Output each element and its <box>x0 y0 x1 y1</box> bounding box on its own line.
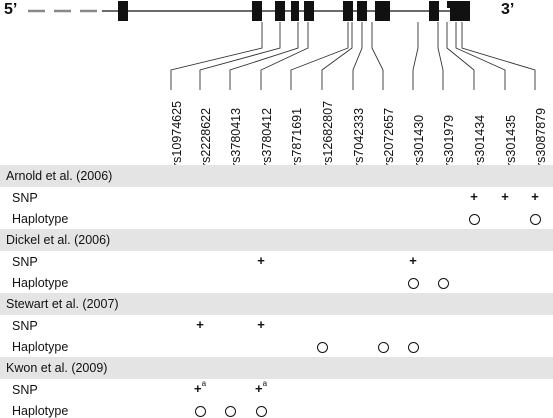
study-title: Arnold et al. (2006) <box>6 169 113 183</box>
haplotype-circle-mark <box>469 214 480 225</box>
snp-label: rs10974625 <box>170 100 184 167</box>
row-type-label: SNP <box>12 255 38 269</box>
association-plus-mark: + <box>501 189 509 204</box>
study-title: Stewart et al. (2007) <box>6 297 119 311</box>
haplotype-circle-mark <box>408 278 419 289</box>
association-plus-mark: +a <box>254 379 268 396</box>
snp-connector-line <box>290 22 349 90</box>
study-title: Dickel et al. (2006) <box>6 233 111 247</box>
snp-label: rs301435 <box>504 114 518 167</box>
exon <box>450 1 470 21</box>
snp-connector-line <box>437 22 444 90</box>
snp-label: rs3780413 <box>229 107 243 167</box>
snp-connector-line <box>455 22 506 90</box>
exon <box>118 1 128 21</box>
snp-label: rs2072657 <box>382 107 396 167</box>
haplotype-circle-mark <box>317 342 328 353</box>
haplotype-circle-mark <box>530 214 541 225</box>
three-prime-label: 3’ <box>501 1 515 18</box>
haplotype-circle-mark <box>438 278 449 289</box>
snp-label: rs301434 <box>473 114 487 167</box>
association-plus-mark: + <box>470 189 478 204</box>
association-plus-mark: + <box>531 189 539 204</box>
exon <box>252 1 262 21</box>
snp-connector-line <box>321 22 353 90</box>
exons <box>118 1 470 21</box>
exon <box>375 1 390 21</box>
association-plus-mark: + <box>409 253 417 268</box>
snp-label: rs2228622 <box>199 107 213 167</box>
snp-label: rs3780412 <box>260 107 274 167</box>
study-header: Dickel et al. (2006) <box>0 229 553 251</box>
study-title: Kwon et al. (2009) <box>6 361 108 375</box>
snp-connector-line <box>461 22 536 90</box>
snp-label-group: rs10974625 rs2228622 rs3780413 rs3780412 rs7… <box>0 0 553 167</box>
row-type-label: Haplotype <box>12 340 69 354</box>
association-plus-mark: + <box>257 253 265 268</box>
row-type-label: SNP <box>12 191 38 205</box>
exon <box>304 1 314 21</box>
exon <box>343 1 353 21</box>
snp-connector-line <box>446 22 475 90</box>
study-header: Stewart et al. (2007) <box>0 293 553 315</box>
footnote-marker: a <box>201 379 207 388</box>
snp-label: rs7042333 <box>352 107 366 167</box>
exon <box>275 1 285 21</box>
association-plus-mark: + <box>257 317 265 332</box>
snp-label: rs301979 <box>442 114 456 167</box>
study-header: Kwon et al. (2009) <box>0 357 553 379</box>
snp-connector-line <box>260 22 309 90</box>
row-type-label: SNP <box>12 383 38 397</box>
gene-diagram <box>28 1 536 90</box>
exon <box>447 1 453 8</box>
snp-connector-line <box>170 22 263 90</box>
snp-label: rs7871691 <box>290 107 304 167</box>
association-plus-mark: + <box>196 317 204 332</box>
snp-connector-line <box>352 22 363 90</box>
snp-connector-line <box>199 22 281 90</box>
study-header: Arnold et al. (2006) <box>0 165 553 187</box>
snp-label: rs12682807 <box>321 100 335 167</box>
snp-label: rs301430 <box>412 114 426 167</box>
snp-connector-line <box>412 22 419 90</box>
exon <box>357 1 367 21</box>
row-type-label: Haplotype <box>12 404 69 418</box>
snp-label: rs3087879 <box>534 107 548 167</box>
footnote-marker: a <box>262 379 268 388</box>
snp-connector-line <box>371 22 384 90</box>
row-type-label: Haplotype <box>12 212 69 226</box>
five-prime-label: 5’ <box>4 1 18 18</box>
haplotype-circle-mark <box>408 342 419 353</box>
snp-connectors <box>170 22 536 90</box>
exon <box>429 1 439 21</box>
haplotype-circle-mark <box>378 342 389 353</box>
association-plus-mark: +a <box>193 379 207 396</box>
row-type-label: SNP <box>12 319 38 333</box>
row-type-label: Haplotype <box>12 276 69 290</box>
snp-connector-line <box>229 22 299 90</box>
exon <box>291 1 299 21</box>
